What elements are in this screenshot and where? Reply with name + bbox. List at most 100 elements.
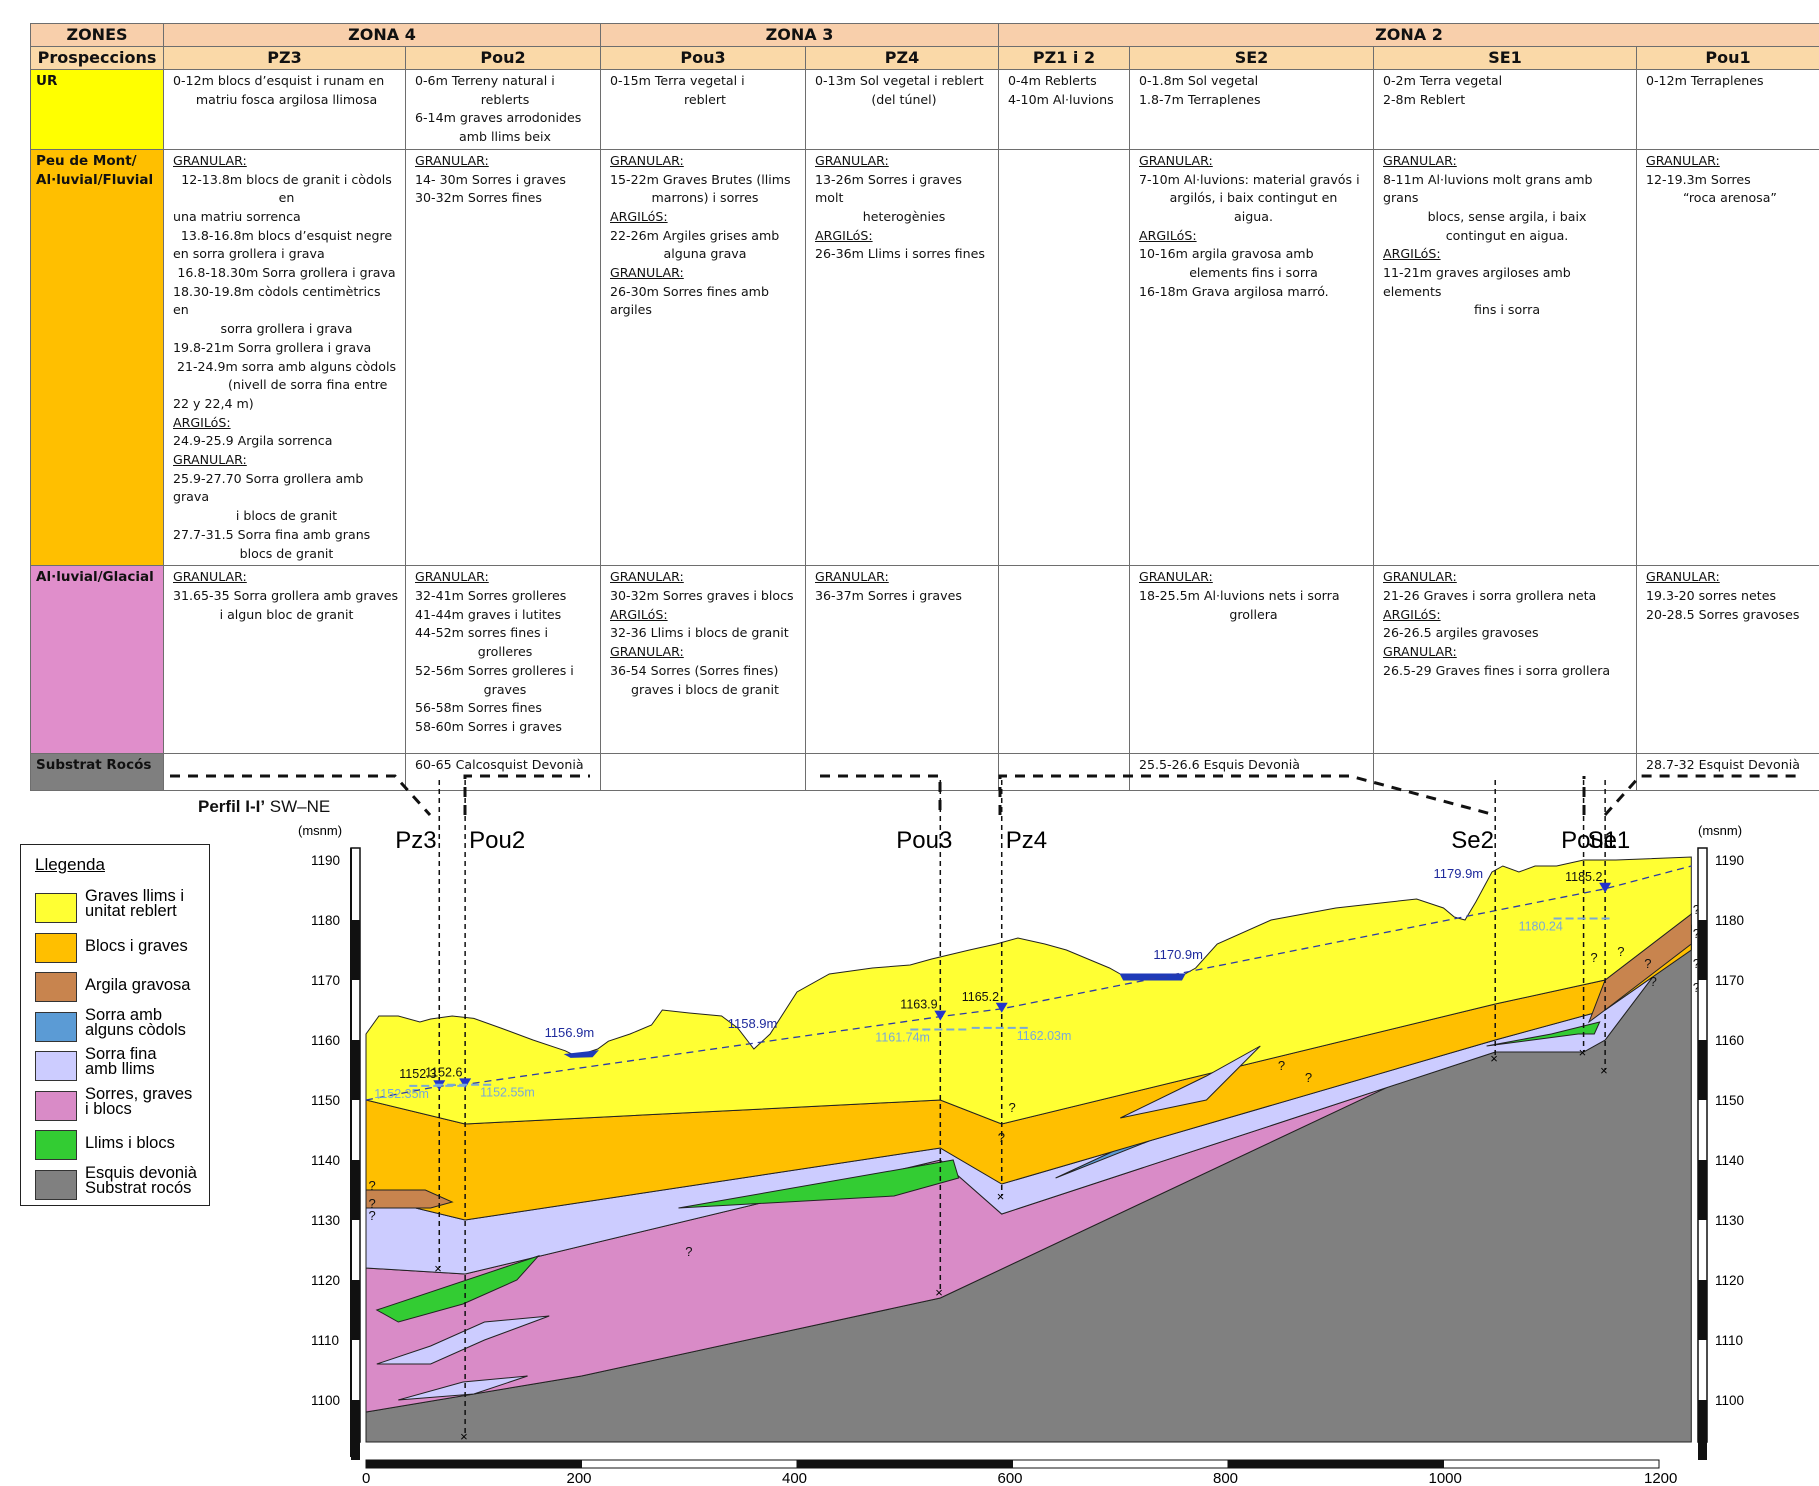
cell-line: 28.7-32 Esquist Devonià xyxy=(1646,757,1800,773)
vscale-label: 1190 xyxy=(311,853,340,868)
measured-level-label: 1180.24 xyxy=(1519,920,1563,934)
uncertain-mark: ? xyxy=(368,1196,375,1211)
cell-line: ARGILóS: xyxy=(610,208,668,224)
prosp-se2: SE2 xyxy=(1129,46,1374,70)
surface-level-label: 1170.9m xyxy=(1153,947,1203,962)
cell-line: GRANULAR: xyxy=(1383,569,1457,585)
cell-glac-pz3: GRANULAR: 31.65-35 Sorra grollera amb gra… xyxy=(163,565,406,755)
connector-dash xyxy=(998,774,1496,817)
vscale-label: 1120 xyxy=(1715,1273,1744,1288)
cell-glac-pou2: GRANULAR: 32-41m Sorres grolleres 41-44m g… xyxy=(405,565,601,755)
legend-label: Sorra amb alguns còdols xyxy=(85,1005,186,1039)
cell-line: 12-19.3m Sorres xyxy=(1646,171,1751,187)
measured-level-label: 1162.03m xyxy=(1017,1029,1072,1043)
cell-line: fins i sorra xyxy=(1473,302,1541,318)
uncertain-mark: ? xyxy=(1693,926,1700,941)
legend-swatch xyxy=(35,1130,77,1160)
hscale-label: 1000 xyxy=(1429,1470,1462,1486)
cell-line: 32-41m Sorres grolleres xyxy=(415,587,567,603)
well-label: Pou1 xyxy=(1561,827,1617,854)
vscale-label: 1100 xyxy=(311,1393,340,1408)
legend-label: Sorres, graves i blocs xyxy=(85,1084,193,1118)
cell-subs-se1 xyxy=(1373,753,1637,792)
legend-label: Argila gravosa xyxy=(85,976,191,994)
cell-ur-pz4: 0-13m Sol vegetal i reblert (del túnel) xyxy=(805,69,999,150)
cell-line: 11-21m graves argiloses amb elements xyxy=(1383,265,1571,299)
tongue-2 xyxy=(398,1375,528,1401)
cell-line: GRANULAR: xyxy=(815,152,889,168)
water-1 xyxy=(563,1050,599,1058)
legend-item: Esquis devonià Substrat rocós xyxy=(35,1164,205,1206)
well-bottom-mark: × xyxy=(434,1261,442,1276)
cell-line: 2-8m Reblert xyxy=(1383,91,1466,107)
cell-line: 0-2m Terra vegetal xyxy=(1383,73,1503,88)
surface-level-label: 1158.9m xyxy=(728,1016,778,1031)
vscale-segment xyxy=(351,1040,360,1100)
water-level-marker xyxy=(995,1002,1008,1013)
cell-line: argiles xyxy=(610,302,652,318)
zones-table: ZONES ZONA 4 ZONA 3 ZONA 2 Prospeccions … xyxy=(30,23,1819,792)
cell-line: matriu fosca argilosa llimosa xyxy=(195,91,378,107)
cell-peu-pou2: GRANULAR: 14- 30m Sorres i graves 30-32m S… xyxy=(405,148,601,567)
water-level-label: 1152.6 xyxy=(425,1065,462,1079)
legend-item: Sorra fina amb llims xyxy=(35,1046,205,1087)
connector-dash xyxy=(170,774,432,817)
cell-line: GRANULAR: xyxy=(415,152,489,168)
uncertain-mark: ? xyxy=(1617,944,1624,959)
water-level-label: 1185.2 xyxy=(1565,870,1602,884)
well-bottom-mark: × xyxy=(460,1429,468,1444)
cell-line: marrons) i sorres xyxy=(651,190,759,206)
zones-header-label: ZONES xyxy=(30,23,164,47)
vscale-label: 1150 xyxy=(311,1093,340,1108)
cell-line: reblert xyxy=(683,91,726,107)
cell-line: blocs, sense argila, i baix xyxy=(1427,208,1587,224)
cell-line: ARGILóS: xyxy=(173,414,231,430)
uncertain-mark: ? xyxy=(1693,902,1700,917)
profile-title-rest: SW–NE xyxy=(265,797,330,816)
vscale-label: 1180 xyxy=(311,913,340,928)
legend-swatch xyxy=(35,972,77,1002)
cell-line: heterogènies xyxy=(862,208,946,224)
lens-llims-3 xyxy=(1486,1021,1601,1047)
cell-line: 0-1.8m Sol vegetal xyxy=(1139,73,1259,88)
cell-line: 4-10m Al·luvions xyxy=(1008,91,1114,107)
cell-glac-se1: GRANULAR: 21-26 Graves i sorra grollera n… xyxy=(1373,565,1637,755)
surface-level-label: 1156.9m xyxy=(545,1025,595,1040)
cell-glac-pou3: GRANULAR: 30-32m Sorres graves i blocs ARG… xyxy=(600,565,806,755)
profile-title: Perfil I-I’ SW–NE xyxy=(198,797,330,816)
uncertain-mark: ? xyxy=(1693,956,1700,971)
prosp-pz4: PZ4 xyxy=(805,46,999,70)
vscale-label: 1190 xyxy=(1715,853,1744,868)
well-bottom-mark: × xyxy=(997,1189,1005,1204)
cell-line: GRANULAR: xyxy=(173,152,247,168)
vscale-label: 1130 xyxy=(311,1213,340,1228)
vscale-label: 1160 xyxy=(311,1033,340,1048)
cell-subs-pou2: 60-65 Calcosquist Devonià xyxy=(405,753,601,792)
water-level-marker xyxy=(459,1078,472,1089)
cell-line: 36-37m Sorres i graves xyxy=(815,587,962,603)
hscale-label: 400 xyxy=(782,1470,807,1486)
well-label: Pou2 xyxy=(469,827,525,854)
cell-line: 13-26m Sorres i graves molt xyxy=(815,171,962,206)
water-level-marker xyxy=(1599,882,1612,893)
cell-line: 16.8-18.30m Sorra grollera i grava xyxy=(177,265,396,281)
cell-line: 26-26.5 argiles gravoses xyxy=(1383,625,1539,641)
cell-peu-pz3: GRANULAR: 12-13.8m blocs de granit i còdo… xyxy=(163,148,406,567)
vscale-label: 1110 xyxy=(311,1333,339,1348)
vscale-segment xyxy=(351,1160,360,1220)
cell-line: una matriu sorrenca xyxy=(173,208,301,224)
vscale-label: 1130 xyxy=(1715,1213,1744,1228)
connector-dash xyxy=(1603,774,1800,817)
uncertain-mark: ? xyxy=(368,1208,375,1223)
cell-line: GRANULAR: xyxy=(1383,644,1457,660)
cell-line: i blocs de granit xyxy=(235,508,338,524)
cell-subs-pou3 xyxy=(600,753,806,792)
cell-line: blocs de granit xyxy=(239,545,334,561)
cell-line: 26-36m Llims i sorres fines xyxy=(815,246,985,262)
row-label-glac: Al·luvial/Glacial xyxy=(30,565,164,755)
uncertain-mark: ? xyxy=(1009,1100,1016,1115)
cell-line: GRANULAR: xyxy=(1383,152,1457,168)
right-units: (msnm) xyxy=(1698,823,1742,838)
cell-line: grolleres xyxy=(477,644,533,660)
